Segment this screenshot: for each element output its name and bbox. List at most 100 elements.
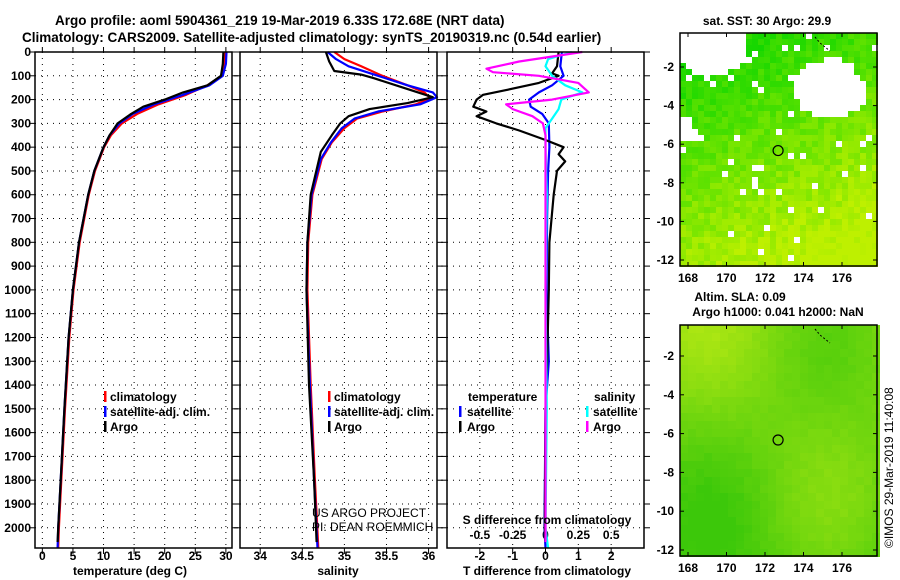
map-cell [840, 517, 848, 525]
map-cell [864, 493, 872, 501]
map-cell [776, 147, 782, 153]
map-cell [806, 183, 812, 189]
map-cell [872, 201, 878, 207]
map-cell [758, 219, 764, 225]
map-cell [752, 333, 760, 341]
map-cell [680, 93, 686, 99]
map-cell [698, 219, 704, 225]
map-cell [716, 177, 722, 183]
map-cell [808, 349, 816, 357]
map-cell [836, 243, 842, 249]
map-cell [744, 413, 752, 421]
map-cell [784, 349, 792, 357]
map-cell [818, 195, 824, 201]
map-cell [712, 325, 720, 333]
map-cell [808, 413, 816, 421]
map-cell [728, 213, 734, 219]
map-cell [836, 129, 842, 135]
map-cell [710, 231, 716, 237]
map-cell [808, 397, 816, 405]
map-cell [816, 365, 824, 373]
map-cell [840, 541, 848, 549]
series-line-salinity-argo [485, 50, 590, 543]
series-line-satellite-adj-clim- [305, 51, 439, 549]
map-cell [758, 111, 764, 117]
map-cell [758, 255, 764, 261]
map-cell [848, 207, 854, 213]
map-cell [808, 341, 816, 349]
map-cell [710, 189, 716, 195]
map-cell [758, 243, 764, 249]
map-cell [836, 261, 842, 267]
map-cell [696, 461, 704, 469]
map-cell [856, 501, 864, 509]
map-cell [784, 357, 792, 365]
map-cell [728, 373, 736, 381]
map-cell [770, 45, 776, 51]
map-cell [698, 207, 704, 213]
map-cell [752, 237, 758, 243]
map-cell [760, 445, 768, 453]
depth-tick-label: 1400 [4, 378, 31, 392]
map-cell [688, 477, 696, 485]
depth-tick-label: 1100 [5, 307, 31, 321]
map-cell [728, 429, 736, 437]
map-cell [770, 261, 776, 267]
map-cell [746, 141, 752, 147]
map-cell [782, 165, 788, 171]
map-cell [728, 123, 734, 129]
map-cell [836, 33, 842, 39]
map-cell [812, 141, 818, 147]
map-cell [866, 177, 872, 183]
map-cell [848, 183, 854, 189]
map-cell [692, 147, 698, 153]
map-cell [782, 87, 788, 93]
map-cell [686, 207, 692, 213]
map-cell [734, 261, 740, 267]
map-cell [740, 213, 746, 219]
map-cell [830, 201, 836, 207]
map-cell [784, 501, 792, 509]
map-cell [856, 453, 864, 461]
map-cell [692, 159, 698, 165]
map-cell [872, 397, 880, 405]
map-cell [734, 75, 740, 81]
map-cell [734, 99, 740, 105]
map-cell [794, 189, 800, 195]
map-cell [720, 461, 728, 469]
map-cell [848, 237, 854, 243]
map-cell [800, 461, 808, 469]
map-cell [728, 141, 734, 147]
map-cell [848, 33, 854, 39]
map-cell [680, 549, 688, 557]
map-cell [792, 421, 800, 429]
map-cell [800, 381, 808, 389]
map-cell [768, 533, 776, 541]
map-cell [848, 493, 856, 501]
map-cell [752, 243, 758, 249]
map-cell [794, 57, 800, 63]
map-cell [712, 413, 720, 421]
map-cell [768, 469, 776, 477]
map-cell [776, 453, 784, 461]
map-cell [830, 261, 836, 267]
map-cell [830, 237, 836, 243]
map-cell [744, 333, 752, 341]
map-cell [716, 171, 722, 177]
map-cell [686, 189, 692, 195]
map-cell [764, 87, 770, 93]
map-cell [760, 429, 768, 437]
map-cell [734, 213, 740, 219]
map-cell [776, 93, 782, 99]
map-cell [698, 75, 704, 81]
map-cell [728, 219, 734, 225]
map-cell [710, 105, 716, 111]
map-cell [842, 231, 848, 237]
map-cell [806, 225, 812, 231]
map-cell [692, 177, 698, 183]
project-credit: US ARGO PROJECT [312, 506, 427, 520]
map-cell [818, 189, 824, 195]
map-cell [784, 397, 792, 405]
depth-tick-label: 700 [11, 212, 31, 226]
map-cell [812, 231, 818, 237]
